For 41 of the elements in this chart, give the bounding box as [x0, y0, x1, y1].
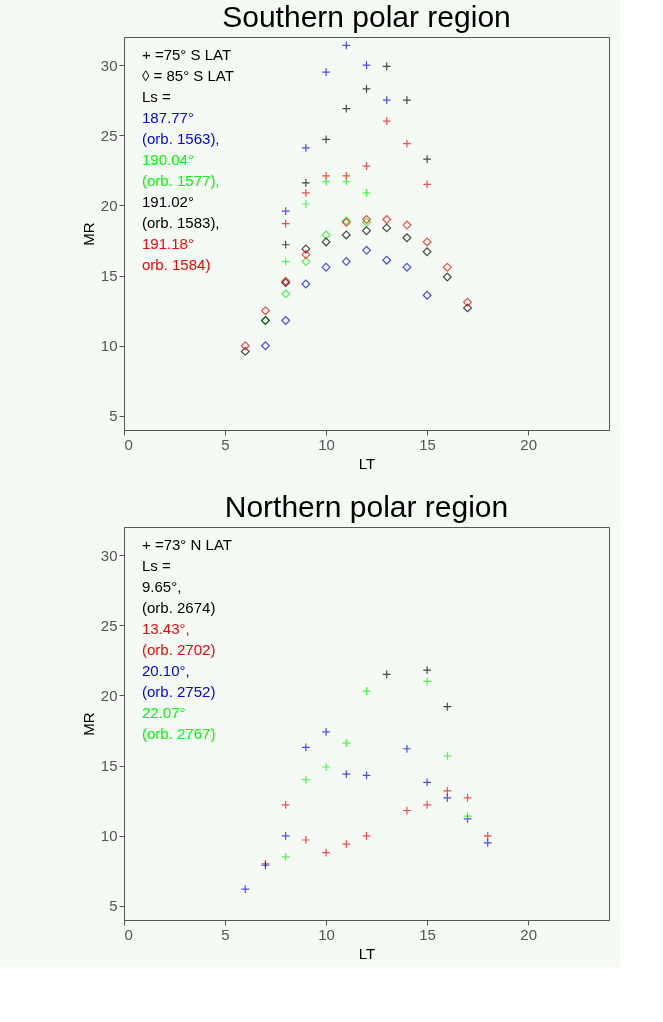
text: 191.18° orb. 1584) — [142, 235, 211, 273]
text: 9.65°, (orb. 2674) — [142, 578, 216, 616]
y-tick-label: 10 — [100, 337, 118, 355]
text: 13.43°, (orb. 2702) — [142, 620, 216, 658]
y-tick-label: 5 — [109, 407, 118, 425]
y-tick-label: 25 — [100, 126, 118, 144]
x-tick-label: 20 — [520, 925, 538, 943]
text: 20.10°, (orb. 2752) — [142, 662, 216, 700]
text: 191.02° (orb. 1583), — [142, 193, 220, 231]
x-tick-label: 5 — [221, 435, 230, 453]
y-tick-label: 5 — [109, 897, 118, 915]
annotation: + =73° N LAT — [142, 536, 232, 553]
y-tick-label: 20 — [100, 196, 118, 214]
y-tick-label: 30 — [100, 56, 118, 74]
y-tick-label: 15 — [100, 757, 118, 775]
x-tick-label: 10 — [318, 435, 335, 453]
chart-title: Southern polar region — [222, 0, 511, 33]
y-tick-label: 30 — [100, 546, 118, 564]
y-tick-label: 20 — [100, 686, 118, 704]
annotation: Ls = — [142, 557, 172, 574]
y-tick-label: 25 — [100, 616, 118, 634]
y-tick-label: 15 — [100, 267, 118, 285]
y-axis-title: MR — [79, 712, 97, 736]
x-tick-label: 0 — [124, 435, 133, 453]
chart-title: Northern polar region — [224, 490, 509, 523]
annotation: + =75° S LAT — [142, 46, 232, 63]
text: 190.04° (orb. 1577), — [142, 151, 220, 189]
x-tick-label: 15 — [419, 435, 436, 453]
x-axis-title: LT — [358, 944, 376, 962]
x-tick-label: 15 — [419, 925, 436, 943]
x-tick-label: 5 — [221, 925, 230, 943]
x-tick-label: 10 — [318, 925, 335, 943]
annotation: ◊ = 85° S LAT — [142, 67, 234, 84]
text: 187.77° (orb. 1563), — [142, 109, 220, 147]
y-tick-label: 10 — [100, 827, 118, 845]
x-tick-label: 20 — [520, 435, 538, 453]
annotation: Ls = — [142, 88, 172, 105]
x-axis-title: LT — [358, 454, 376, 472]
y-axis-title: MR — [79, 222, 97, 246]
text: 22.07° (orb. 2767) — [142, 704, 216, 742]
x-tick-label: 0 — [124, 925, 133, 943]
